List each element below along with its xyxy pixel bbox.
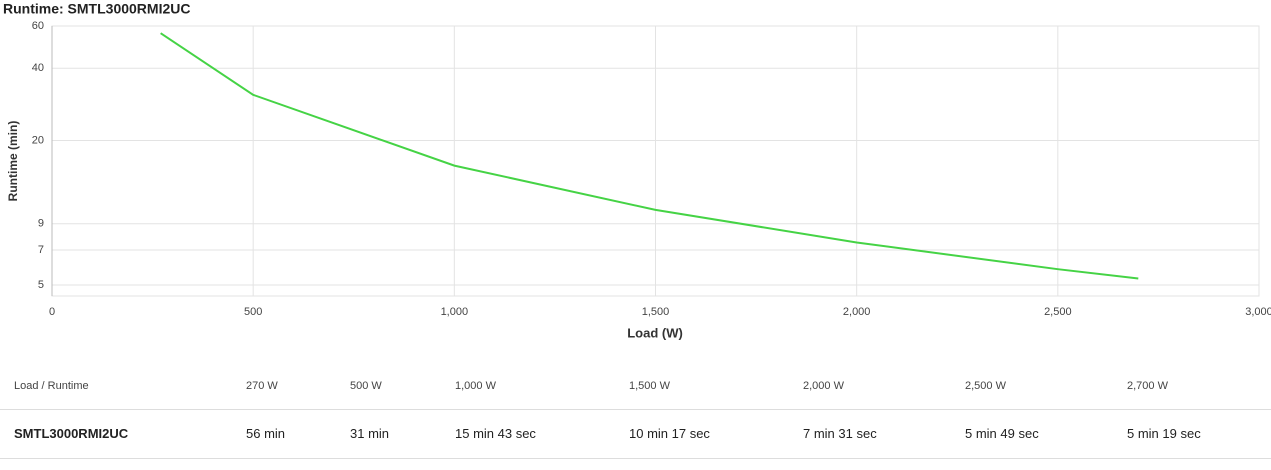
table-header-cell: 500 W: [350, 380, 382, 392]
x-tick-label: 500: [244, 306, 262, 318]
y-tick-label: 40: [32, 62, 44, 74]
x-tick-label: 2,000: [843, 306, 871, 318]
x-tick-label: 1,000: [441, 306, 469, 318]
chart-title: Runtime: SMTL3000RMI2UC: [3, 1, 190, 17]
table-cell: 15 min 43 sec: [455, 426, 536, 441]
y-tick-label: 9: [38, 218, 44, 230]
row-label: SMTL3000RMI2UC: [14, 426, 129, 441]
table-header-cell: 2,700 W: [1127, 380, 1168, 392]
chart: Runtime: SMTL3000RMI2UC Load (W) Runtime…: [3, 1, 1271, 341]
table-cell: 5 min 19 sec: [1127, 426, 1201, 441]
table-header-cell: Load / Runtime: [14, 380, 89, 392]
table-cell: 7 min 31 sec: [803, 426, 877, 441]
table-header-cell: 1,000 W: [455, 380, 496, 392]
table-cell: 10 min 17 sec: [629, 426, 710, 441]
row-divider: [0, 458, 1271, 459]
x-tick-label: 1,500: [642, 306, 670, 318]
y-tick-label: 7: [38, 244, 44, 256]
table-header-cell: 2,500 W: [965, 380, 1006, 392]
y-tick-label: 60: [32, 20, 44, 32]
x-axis-label: Load (W): [627, 325, 683, 340]
y-axis-label: Runtime (min): [6, 121, 20, 202]
x-tick-label: 2,500: [1044, 306, 1072, 318]
table-header-cell: 1,500 W: [629, 380, 670, 392]
table-header-cell: 270 W: [246, 380, 278, 392]
x-tick-label: 0: [49, 306, 55, 318]
y-tick-label: 20: [32, 134, 44, 146]
table-header-cell: 2,000 W: [803, 380, 844, 392]
table-cell: 5 min 49 sec: [965, 426, 1039, 441]
row-divider: [0, 409, 1271, 410]
x-tick-label: 3,000: [1245, 306, 1271, 318]
table-cell: 56 min: [246, 426, 286, 441]
y-tick-label: 5: [38, 279, 44, 291]
runtime-line: [160, 32, 1139, 280]
table-cell: 31 min: [350, 426, 390, 441]
